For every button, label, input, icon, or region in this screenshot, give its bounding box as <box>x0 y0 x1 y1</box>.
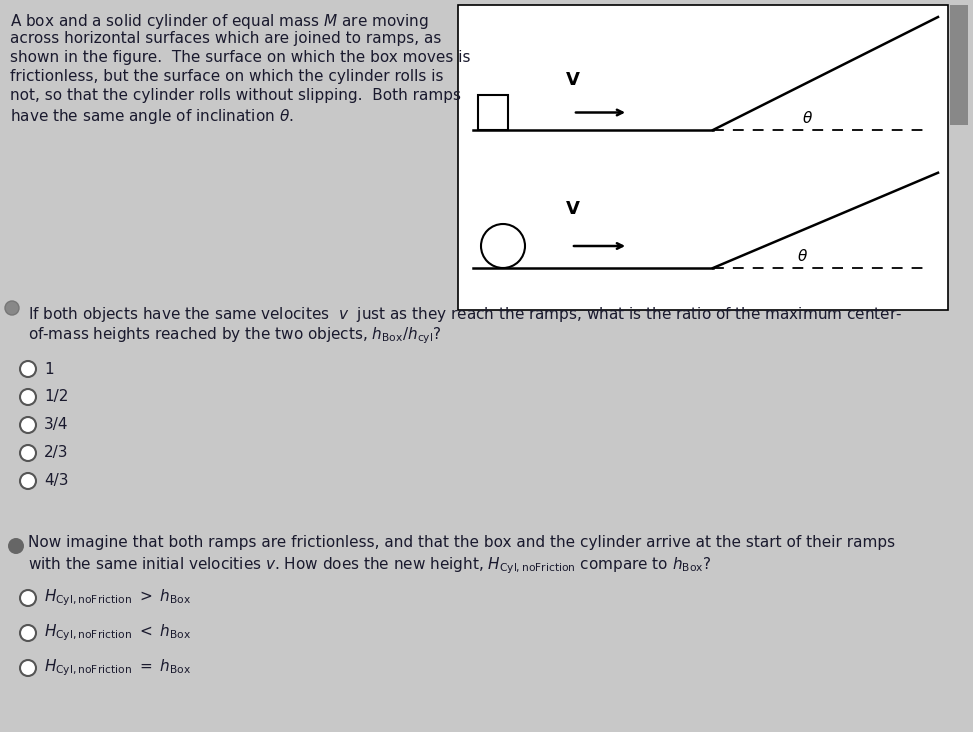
Circle shape <box>20 389 36 405</box>
Circle shape <box>481 224 525 268</box>
Circle shape <box>20 625 36 641</box>
Circle shape <box>5 301 19 315</box>
Bar <box>458 5 948 310</box>
Text: If both objects have the same velocites  $v$  just as they reach the ramps, what: If both objects have the same velocites … <box>28 305 902 324</box>
Circle shape <box>20 361 36 377</box>
Text: 1/2: 1/2 <box>44 389 68 405</box>
Text: $H_\mathrm{Cyl,noFriction}$ $<$ $h_\mathrm{Box}$: $H_\mathrm{Cyl,noFriction}$ $<$ $h_\math… <box>44 623 191 643</box>
Text: $\mathbf{V}$: $\mathbf{V}$ <box>565 71 581 89</box>
Text: 4/3: 4/3 <box>44 474 68 488</box>
Text: not, so that the cylinder rolls without slipping.  Both ramps: not, so that the cylinder rolls without … <box>10 88 461 103</box>
Text: Now imagine that both ramps are frictionless, and that the box and the cylinder : Now imagine that both ramps are friction… <box>28 535 895 550</box>
Text: with the same initial velocities $v$. How does the new height, $H_\mathrm{Cyl,no: with the same initial velocities $v$. Ho… <box>28 555 711 575</box>
Bar <box>478 95 508 130</box>
Text: have the same angle of inclination $\theta$.: have the same angle of inclination $\the… <box>10 107 294 126</box>
Text: $\theta$: $\theta$ <box>798 248 809 264</box>
Bar <box>950 5 968 125</box>
Text: across horizontal surfaces which are joined to ramps, as: across horizontal surfaces which are joi… <box>10 31 442 46</box>
Text: shown in the figure.  The surface on which the box moves is: shown in the figure. The surface on whic… <box>10 50 471 65</box>
Circle shape <box>20 660 36 676</box>
Text: of-mass heights reached by the two objects, $h_\mathrm{Box}/h_\mathrm{cyl}$?: of-mass heights reached by the two objec… <box>28 325 442 346</box>
Circle shape <box>20 417 36 433</box>
Text: $H_\mathrm{Cyl,noFriction}$ $=$ $h_\mathrm{Box}$: $H_\mathrm{Cyl,noFriction}$ $=$ $h_\math… <box>44 657 191 679</box>
Text: $H_\mathrm{Cyl,noFriction}$ $>$ $h_\mathrm{Box}$: $H_\mathrm{Cyl,noFriction}$ $>$ $h_\math… <box>44 588 191 608</box>
Text: frictionless, but the surface on which the cylinder rolls is: frictionless, but the surface on which t… <box>10 69 444 84</box>
Circle shape <box>20 445 36 461</box>
Text: A box and a solid cylinder of equal mass $M$ are moving: A box and a solid cylinder of equal mass… <box>10 12 429 31</box>
Text: 2/3: 2/3 <box>44 446 68 460</box>
Circle shape <box>20 473 36 489</box>
Text: $\mathbf{V}$: $\mathbf{V}$ <box>565 200 581 218</box>
Text: 3/4: 3/4 <box>44 417 68 433</box>
Text: $\theta$: $\theta$ <box>803 110 813 126</box>
Text: 1: 1 <box>44 362 54 376</box>
Circle shape <box>8 538 24 554</box>
Circle shape <box>20 590 36 606</box>
